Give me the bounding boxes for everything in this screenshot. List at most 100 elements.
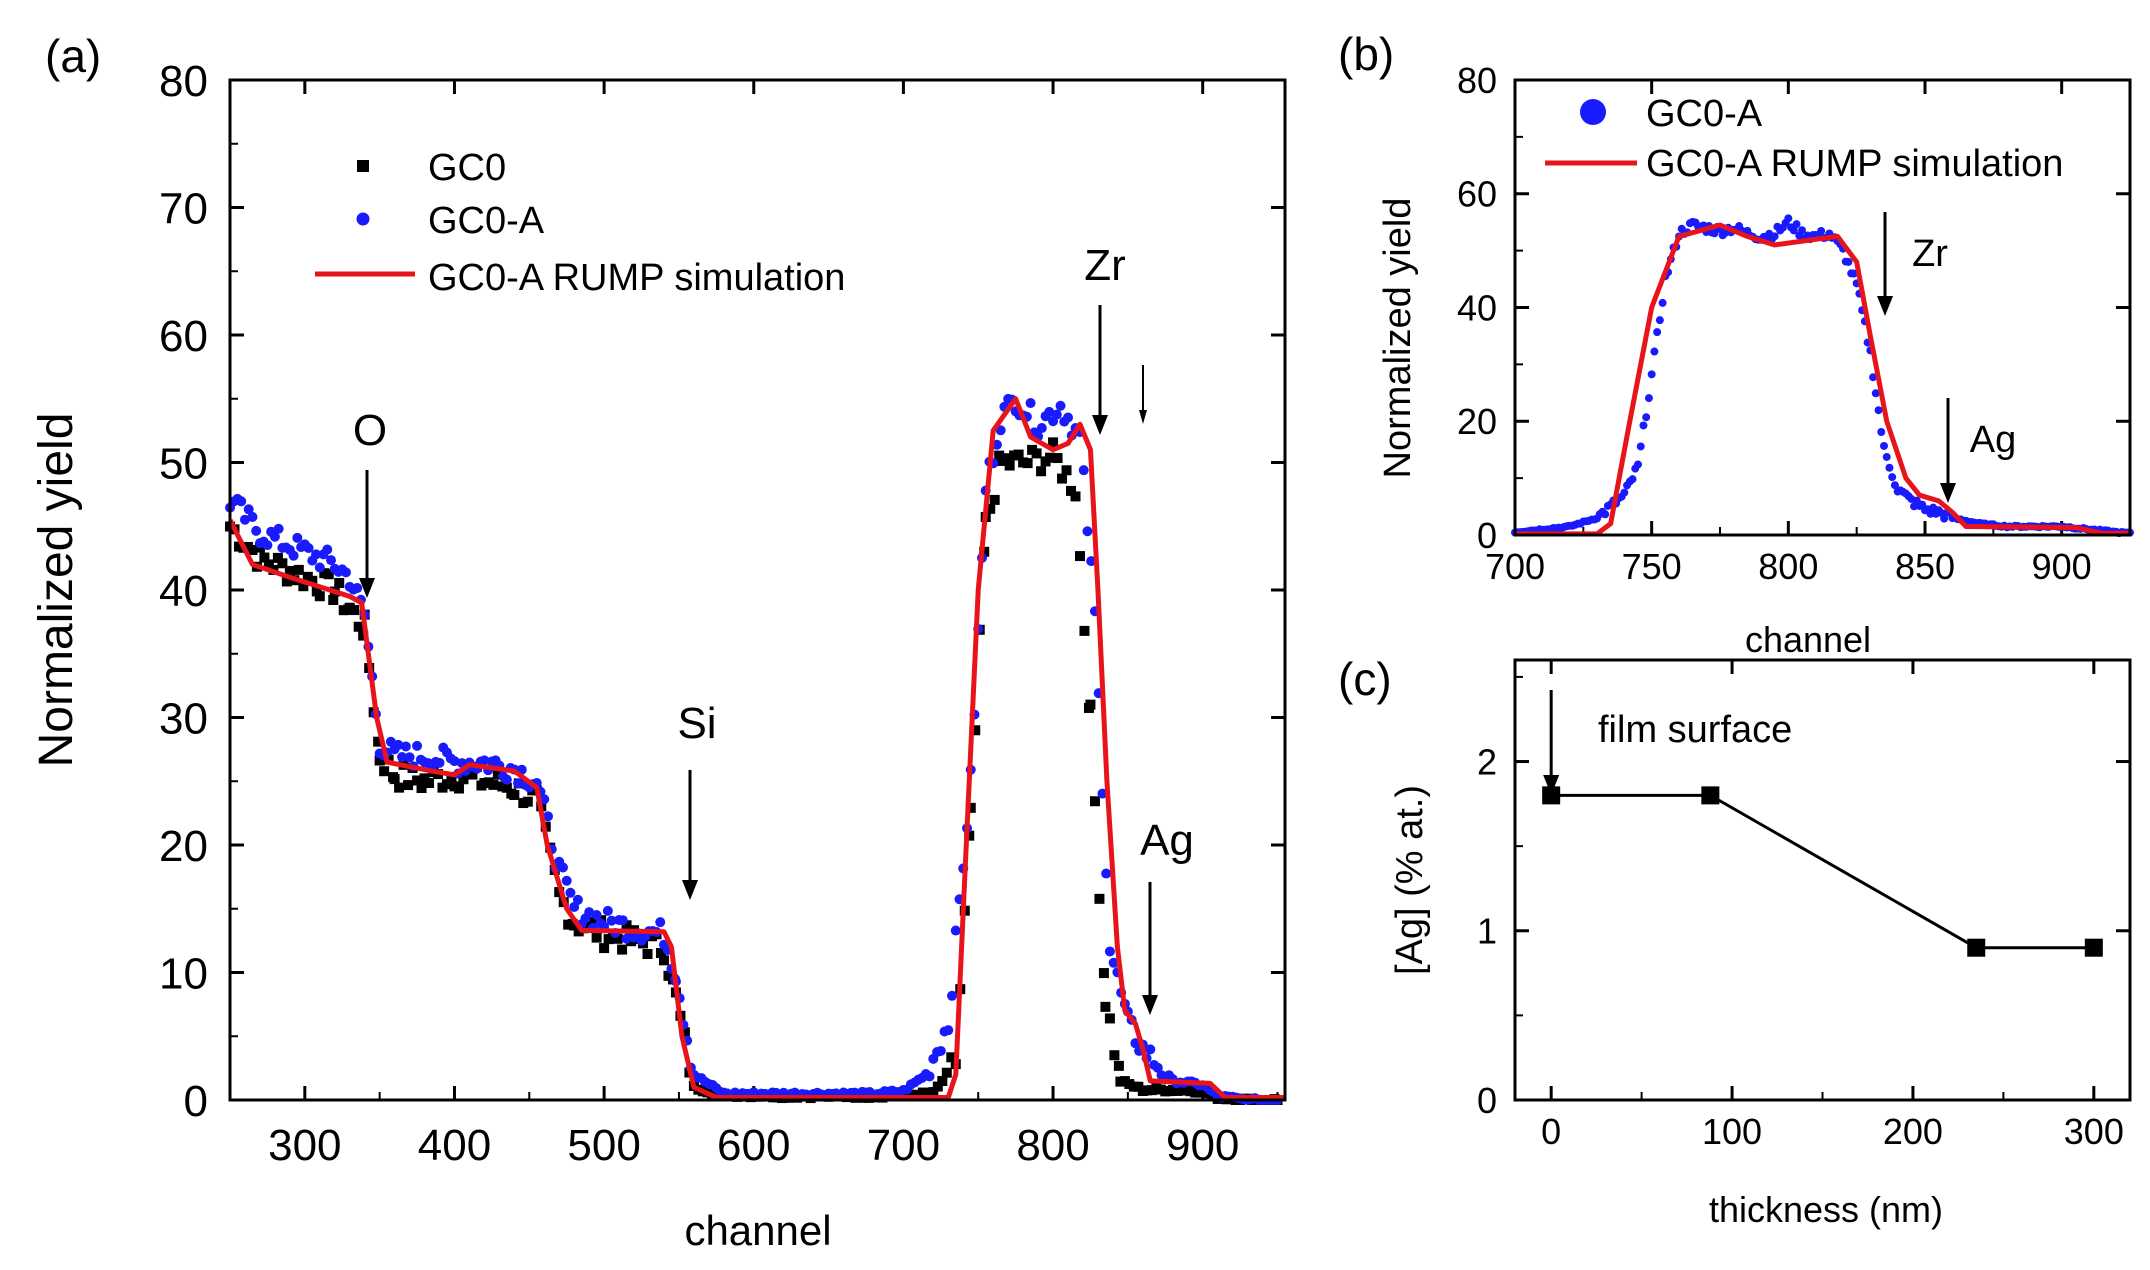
gc0a-point bbox=[385, 736, 396, 747]
gc0a-point bbox=[292, 532, 303, 543]
gc0-point bbox=[1013, 449, 1024, 460]
gc0-point bbox=[617, 944, 628, 955]
b-gc0a-point bbox=[1658, 298, 1667, 307]
gc0-point bbox=[441, 779, 452, 790]
x-tick-label: 400 bbox=[418, 1121, 491, 1170]
b-gc0a-point bbox=[1639, 421, 1648, 430]
gc0-point bbox=[374, 755, 385, 766]
gc0a-point bbox=[479, 755, 490, 766]
gc0a-point bbox=[400, 741, 411, 752]
gc0a-point bbox=[1055, 400, 1066, 411]
gc0-point bbox=[1070, 491, 1081, 502]
legend-simulation-label: GC0-A RUMP simulation bbox=[428, 257, 845, 299]
gc0-point bbox=[1045, 452, 1056, 463]
gc0a-point bbox=[236, 496, 247, 507]
b-gc0a-point bbox=[1789, 226, 1798, 235]
annotation-zr-label: Zr bbox=[1084, 241, 1126, 290]
gc0a-point bbox=[251, 525, 262, 536]
y-tick-label: 20 bbox=[159, 822, 208, 871]
b-annotation-ag-label: Ag bbox=[1970, 419, 2016, 461]
x-tick-label: 0 bbox=[1541, 1111, 1561, 1152]
gc0-point bbox=[314, 591, 325, 602]
gc0-point bbox=[932, 1081, 943, 1092]
x-tick-label: 700 bbox=[867, 1121, 940, 1170]
y-tick-label: 80 bbox=[1457, 60, 1497, 101]
panel-b-xlabel: channel bbox=[1745, 619, 1871, 660]
gc0a-point bbox=[434, 757, 445, 768]
legend-b-gc0a-label: GC0-A bbox=[1646, 93, 1763, 135]
ag-concentration-point bbox=[2084, 938, 2103, 957]
legend-gc0-marker bbox=[357, 160, 369, 172]
gc0-point bbox=[587, 917, 598, 928]
b-gc0a-point bbox=[1869, 373, 1878, 382]
panel-a-xlabel: channel bbox=[684, 1207, 831, 1254]
b-gc0a-point bbox=[1628, 475, 1637, 484]
panel-a: (a) 300 400 500 600 700 800 900 0 10 20 30 40 50 60 70… bbox=[30, 30, 1287, 1254]
gc0-point bbox=[1098, 968, 1109, 979]
annotation-o-label: O bbox=[353, 406, 387, 455]
legend-gc0a-label: GC0-A bbox=[428, 200, 545, 242]
annotation-zr-arrow-head bbox=[1092, 415, 1108, 435]
panel-b: (b) 700 750 800 850 900 0 20 40 60 80 Zr Ag GC0-A G… bbox=[1338, 28, 2134, 660]
annotation-ag-label: Ag bbox=[1140, 816, 1194, 865]
x-tick-label: 800 bbox=[1016, 1121, 1089, 1170]
b-gc0a-point bbox=[1877, 427, 1886, 436]
gc0a-point bbox=[393, 739, 404, 750]
film-surface-label: film surface bbox=[1598, 709, 1792, 751]
gc0-point bbox=[1089, 796, 1100, 807]
gc0a-point bbox=[1145, 1044, 1156, 1055]
gc0a-point bbox=[1051, 409, 1062, 420]
y-tick-label: 40 bbox=[1457, 287, 1497, 328]
gc0-point bbox=[965, 802, 976, 813]
gc0a-point bbox=[273, 523, 284, 534]
x-tick-label: 850 bbox=[1895, 546, 1955, 587]
b-gc0a-point bbox=[1650, 347, 1659, 356]
gc0-point bbox=[1048, 437, 1059, 448]
gc0a-point bbox=[617, 915, 628, 926]
panel-a-label: (a) bbox=[45, 30, 101, 82]
gc0-point bbox=[323, 569, 334, 580]
gc0a-point bbox=[1025, 398, 1036, 409]
gc0-point bbox=[492, 769, 503, 780]
gc0-point bbox=[349, 605, 360, 616]
b-annotation-zr-arrow-head bbox=[1877, 296, 1893, 316]
b-gc0a-point bbox=[1601, 510, 1610, 519]
panel-b-label: (b) bbox=[1338, 28, 1394, 80]
gc0-point bbox=[373, 736, 384, 747]
gc0a-point bbox=[311, 549, 322, 560]
b-gc0a-point bbox=[1634, 460, 1642, 469]
x-tick-label: 100 bbox=[1702, 1111, 1762, 1152]
gc0-point bbox=[284, 565, 295, 576]
panel-c: (c) 0 100 200 300 0 1 2 film surface thickness … bbox=[1338, 653, 2132, 1230]
x-tick-label: 500 bbox=[567, 1121, 640, 1170]
b-annotation-zr-label: Zr bbox=[1912, 233, 1948, 275]
panel-a-plot-area: 300 400 500 600 700 800 900 0 10 20 30 40 50 60 70 80 O S… bbox=[159, 57, 1285, 1170]
panel-b-ylabel: Normalized yield bbox=[1377, 198, 1419, 479]
gc0-point bbox=[259, 552, 270, 563]
annotation-si-arrow-head bbox=[682, 880, 698, 900]
x-tick-label: 700 bbox=[1485, 546, 1545, 587]
ag-concentration-line bbox=[1551, 793, 2094, 950]
y-tick-label: 70 bbox=[159, 184, 208, 233]
gc0a-point bbox=[412, 740, 423, 751]
b-gc0a-point bbox=[1770, 232, 1779, 241]
panel-c-plot-area: 0 100 200 300 0 1 2 film surface bbox=[1477, 660, 2130, 1152]
gc0a-point bbox=[513, 778, 524, 789]
panel-a-legend: GC0 GC0-A GC0-A RUMP simulation bbox=[315, 147, 845, 299]
gc0-point bbox=[379, 766, 390, 777]
gc0a-point bbox=[602, 905, 613, 916]
gc0a-point bbox=[1101, 868, 1112, 879]
gc0-point bbox=[416, 783, 427, 794]
gc0-point bbox=[612, 933, 623, 944]
panel-b-plot-area: 700 750 800 850 900 0 20 40 60 80 Zr Ag bbox=[1457, 60, 2134, 587]
gc0a-point bbox=[449, 756, 460, 767]
gc0a-point bbox=[1036, 423, 1047, 434]
legend-gc0-label: GC0 bbox=[428, 147, 506, 189]
gc0-point bbox=[655, 947, 666, 958]
gc0a-point bbox=[1063, 412, 1074, 423]
gc0a-point bbox=[950, 925, 961, 936]
gc0-point bbox=[247, 544, 258, 555]
y-tick-label: 80 bbox=[159, 57, 208, 106]
gc0-point bbox=[293, 564, 304, 575]
gc0a-point bbox=[262, 540, 273, 551]
